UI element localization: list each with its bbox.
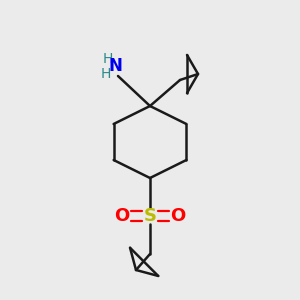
Text: O: O [170, 207, 186, 225]
Text: N: N [108, 57, 122, 75]
Text: H: H [103, 52, 113, 66]
Text: S: S [143, 207, 157, 225]
Text: H: H [101, 67, 111, 81]
Text: O: O [114, 207, 130, 225]
